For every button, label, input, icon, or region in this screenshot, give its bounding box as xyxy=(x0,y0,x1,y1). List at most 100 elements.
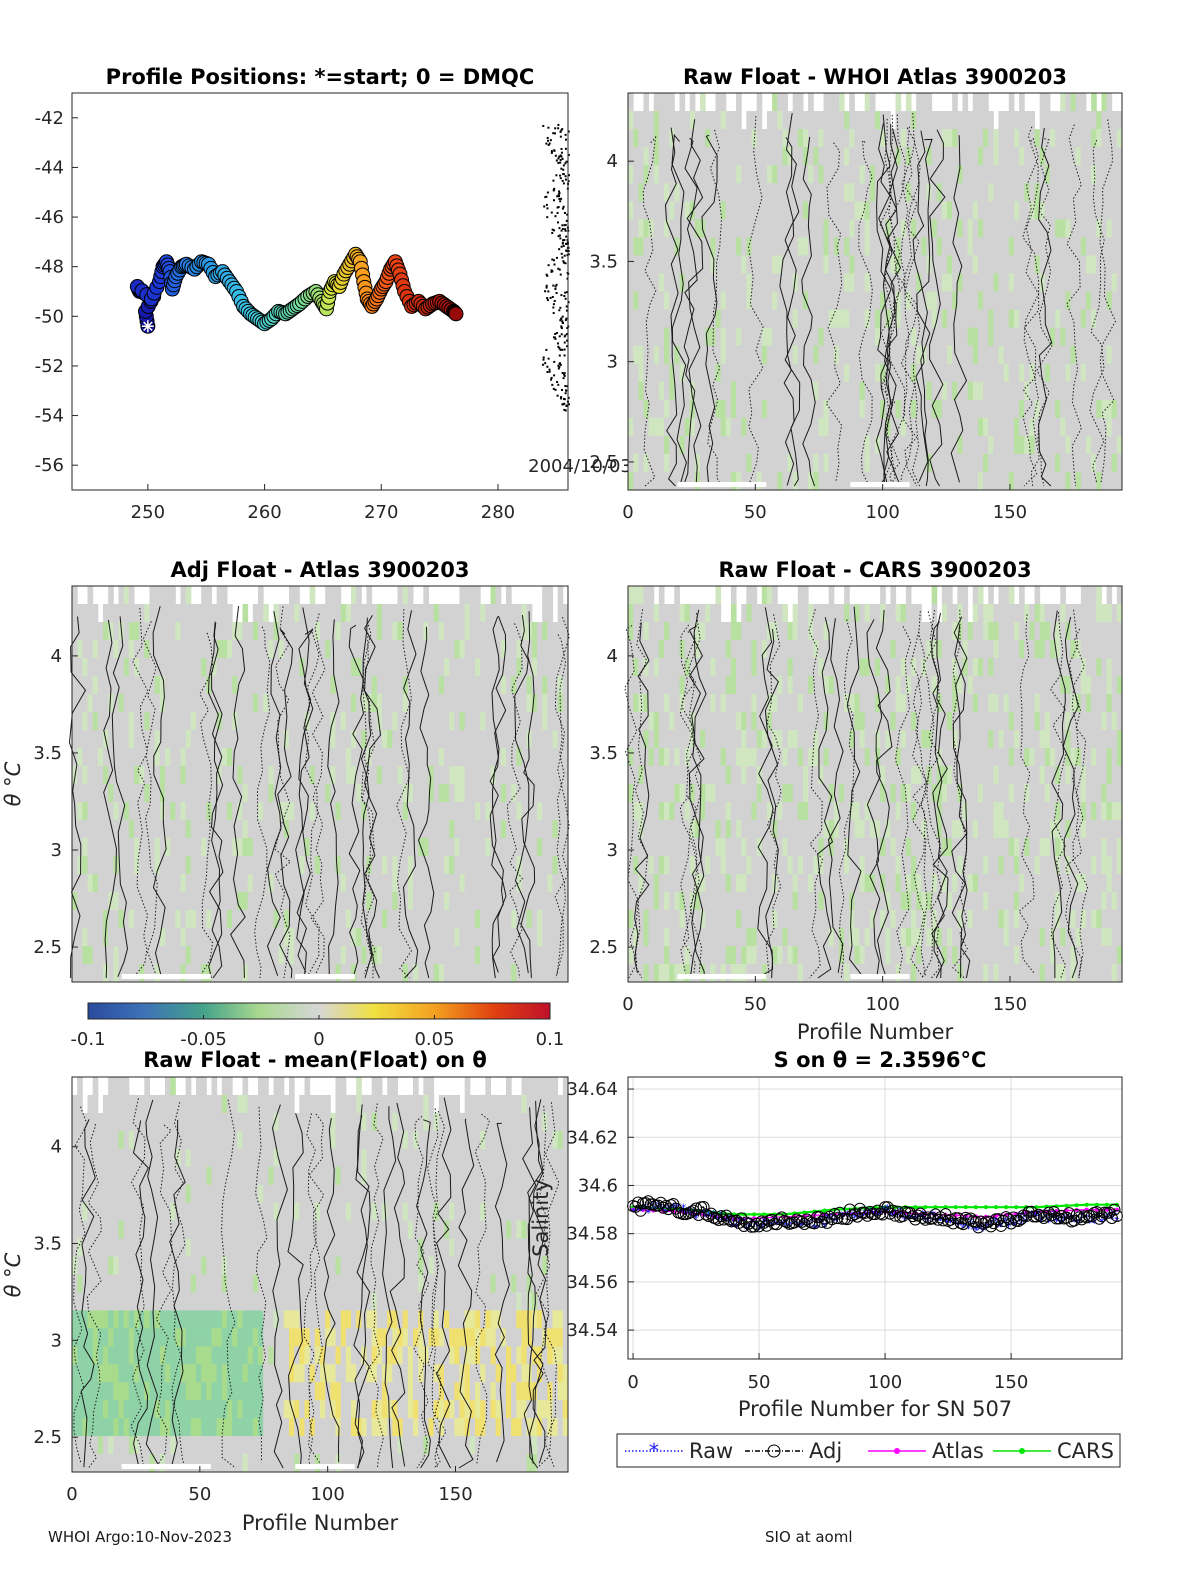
heatmap-cell xyxy=(792,291,799,311)
heatmap-cell xyxy=(402,910,409,929)
position-dot xyxy=(563,238,566,241)
heatmap-cell xyxy=(823,219,830,238)
heatmap-cell xyxy=(325,694,331,713)
heatmap-cell xyxy=(705,165,711,184)
heatmap-cell xyxy=(500,784,507,803)
heatmap-cell xyxy=(392,820,398,839)
heatmap-cell xyxy=(82,910,88,929)
heatmap-cell xyxy=(777,129,783,148)
heatmap-cell xyxy=(1085,183,1092,202)
heatmap-cell xyxy=(751,417,758,437)
heatmap-cell xyxy=(931,129,938,148)
heatmap-cell xyxy=(766,237,773,256)
heatmap-cell xyxy=(797,327,804,347)
heatmap-cell xyxy=(911,111,917,130)
heatmap-cell xyxy=(103,874,109,893)
heatmap-cell xyxy=(506,766,512,785)
heatmap-cell xyxy=(87,766,94,785)
position-dot xyxy=(541,363,544,366)
heatmap-cell xyxy=(1049,291,1056,311)
heatmap-cell xyxy=(423,946,429,965)
heatmap-cell xyxy=(320,784,326,803)
heatmap-cell xyxy=(397,640,404,659)
heatmap-cell xyxy=(828,129,835,148)
heatmap-cell xyxy=(1008,309,1015,329)
heatmap-cell xyxy=(638,802,644,821)
heatmap-cell xyxy=(402,928,409,947)
heatmap-cell xyxy=(818,309,825,329)
heatmap-cell xyxy=(237,712,243,731)
heatmap-cell xyxy=(392,910,398,929)
heatmap-cell xyxy=(480,802,486,821)
heatmap-cell xyxy=(674,658,680,677)
position-dot xyxy=(558,227,561,230)
heatmap-cell xyxy=(159,640,166,659)
heatmap-cell xyxy=(92,766,99,785)
heatmap-cell xyxy=(351,946,357,965)
heatmap-cell xyxy=(802,417,809,437)
heatmap-cell xyxy=(97,622,104,641)
heatmap-cell xyxy=(921,147,927,166)
heatmap-cell xyxy=(859,183,866,202)
heatmap-cell xyxy=(366,658,373,677)
heatmap-cell xyxy=(802,471,809,491)
heatmap-cell xyxy=(957,255,963,274)
heatmap-cell xyxy=(376,748,383,767)
heatmap-cell xyxy=(633,435,639,455)
heatmap-cell xyxy=(648,219,655,238)
heatmap-cell xyxy=(366,784,373,803)
heatmap-cell xyxy=(211,676,218,695)
heatmap-cell xyxy=(1091,201,1097,220)
heatmap-cell xyxy=(232,802,238,821)
heatmap-cell xyxy=(356,766,362,785)
heatmap-cell xyxy=(628,928,634,947)
contour-line xyxy=(916,138,933,487)
heatmap-cell xyxy=(537,856,543,875)
heatmap-cell xyxy=(638,730,644,749)
heatmap-cell xyxy=(864,381,871,401)
heatmap-cell xyxy=(495,928,502,947)
heatmap-cell xyxy=(283,838,290,857)
heatmap-cell xyxy=(864,327,871,347)
heatmap-cell xyxy=(340,802,347,821)
heatmap-cell xyxy=(802,435,809,455)
heatmap-cell xyxy=(108,640,114,659)
heatmap-cell xyxy=(103,604,109,623)
heatmap-cell xyxy=(849,111,855,130)
heatmap-cell xyxy=(838,111,845,130)
heatmap-cell xyxy=(972,453,979,473)
position-dot xyxy=(564,147,567,150)
heatmap-cell xyxy=(299,694,305,713)
heatmap-cell xyxy=(175,820,181,839)
position-dot xyxy=(554,337,557,340)
heatmap-cell xyxy=(278,910,285,929)
heatmap-cell xyxy=(123,856,130,875)
heatmap-cell xyxy=(144,604,150,623)
heatmap-cell xyxy=(720,453,727,473)
heatmap-cell xyxy=(232,892,238,911)
heatmap-cell xyxy=(77,820,83,839)
heatmap-cell xyxy=(387,856,393,875)
heatmap-cell xyxy=(628,363,634,383)
heatmap-cell xyxy=(154,856,161,875)
contour-line xyxy=(396,609,413,979)
heatmap-cell xyxy=(216,694,223,713)
heatmap-cell xyxy=(196,622,202,641)
raw-cars-heatmap xyxy=(624,586,1123,983)
position-dot xyxy=(563,335,566,338)
heatmap-cell xyxy=(159,766,166,785)
heatmap-cell xyxy=(880,381,886,401)
heatmap-cell xyxy=(500,838,507,857)
position-dot xyxy=(552,387,555,390)
contour-line xyxy=(348,624,365,979)
heatmap-cell xyxy=(849,417,855,437)
heatmap-cell xyxy=(557,748,564,767)
heatmap-cell xyxy=(175,964,181,983)
heatmap-cell xyxy=(159,964,166,983)
heatmap-cell xyxy=(679,363,686,383)
heatmap-cell xyxy=(689,129,696,148)
heatmap-cell xyxy=(628,784,634,803)
heatmap-cell xyxy=(689,183,696,202)
heatmap-cell xyxy=(320,964,326,983)
heatmap-cell xyxy=(694,802,701,821)
